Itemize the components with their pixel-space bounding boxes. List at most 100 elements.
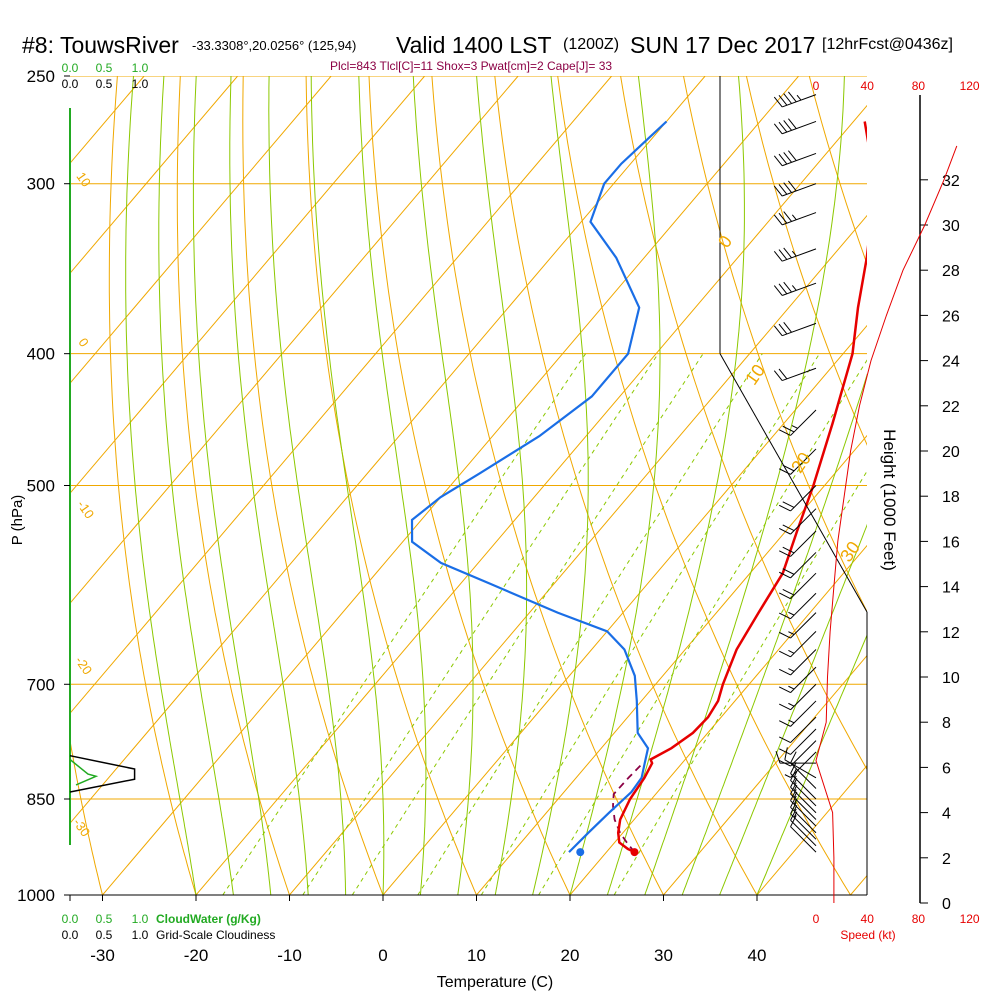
wind-barb-flag [783, 93, 792, 104]
wind-barb-flag [790, 795, 797, 808]
dry-adiabat-label: -10 [74, 497, 97, 521]
wind-barb-flag [783, 247, 792, 259]
wind-barb-staff [790, 728, 817, 755]
wind-barb-flag [778, 184, 788, 195]
mixing-ratio-line [538, 359, 867, 895]
height-tick-label: 2 [942, 851, 951, 868]
wind-barb-staff [790, 819, 817, 847]
wind-barb-staff [790, 740, 817, 767]
wind-barb [779, 572, 817, 600]
pressure-tick-label: 850 [27, 790, 55, 809]
cloud-water-trace [69, 758, 99, 786]
wind-barb [773, 281, 817, 296]
wind-barb-staff [790, 762, 817, 789]
wind-barb-flag [783, 211, 792, 222]
mixing-ratio-label: 20 [608, 899, 629, 919]
speed-tick-top: 40 [861, 79, 875, 93]
wind-barb-flag [782, 425, 795, 433]
wind-barb-flag [779, 429, 791, 436]
wind-barb-staff [790, 780, 817, 807]
mixing-ratio-label: 12 [532, 899, 553, 919]
pressure-tick-label: 1000 [17, 886, 55, 905]
cloud-water-tick-bottom: 0.0 [62, 912, 79, 926]
height-tick-label: 8 [942, 715, 951, 732]
cloud-water-tick-top: 1.0 [132, 61, 149, 75]
wind-barb-half [788, 668, 795, 672]
wind-barb [779, 716, 817, 744]
wind-barb-flag [782, 589, 795, 596]
wind-barb [775, 751, 816, 764]
wind-barb-half [788, 719, 795, 724]
wind-barb-flag [790, 808, 797, 821]
wind-barb-flag [790, 761, 797, 774]
wind-barb-staff [790, 773, 817, 800]
height-axis-title: Height (1000 Feet) [880, 429, 899, 571]
wind-barb-staff [790, 666, 817, 693]
wind-barb-flag [782, 546, 795, 554]
wind-barb-staff [790, 683, 817, 711]
height-tick-label: 4 [942, 806, 951, 823]
dry-adiabat-line [620, 76, 867, 771]
wind-barb-flag [778, 283, 788, 295]
isotherm-line [70, 76, 706, 825]
moist-adiabat-line [268, 76, 347, 895]
mixing-ratio-line [302, 353, 659, 895]
pressure-tick-label: 500 [27, 477, 55, 496]
cloud-water-label: CloudWater (g/Kg) [156, 912, 261, 926]
stability-indices: Plcl=843 Tlcl[C]=11 Shox=3 Pwat[cm]=2 Ca… [330, 59, 613, 73]
moist-adiabat-line [229, 76, 309, 895]
wind-barb-flag [778, 212, 788, 224]
dry-adiabat-line [557, 76, 852, 895]
wind-barb [779, 630, 817, 658]
speed-tick-bottom: 120 [960, 912, 980, 926]
wind-barb-staff [790, 793, 817, 820]
isotherm-line [102, 76, 800, 895]
height-tick-label: 30 [942, 218, 960, 235]
station-title: #8: TouwsRiver [22, 32, 179, 58]
height-tick-label: 14 [942, 580, 960, 597]
wind-barb-staff [790, 751, 817, 778]
wind-barb [773, 322, 817, 337]
cloud-water-tick-top: 0.0 [62, 61, 79, 75]
wind-barb-staff [782, 120, 817, 135]
speed-tick-bottom: 40 [861, 912, 875, 926]
wind-barb-staff [790, 826, 817, 853]
dry-adiabat-line [368, 76, 571, 895]
mixing-ratio-label: 5 [414, 902, 430, 917]
isotherm-line [289, 214, 867, 895]
wind-barb-flag [782, 568, 795, 575]
wind-barb-flag [783, 281, 792, 293]
station-coords: -33.3308°,20.0256° (125,94) [192, 38, 357, 53]
moist-adiabat-label: 20 [787, 449, 815, 477]
wind-barb-flag [782, 464, 795, 472]
wind-barb [779, 485, 817, 512]
wind-barb [779, 666, 817, 694]
pressure-tick-label: 400 [27, 345, 55, 364]
wind-barb-half [791, 285, 797, 291]
cloudiness-tick-top: 1.0 [132, 77, 149, 91]
wind-barb-half [791, 425, 798, 429]
wind-barb-staff [790, 485, 817, 512]
wind-barb-staff [790, 409, 817, 436]
forecast-date: SUN 17 Dec 2017 [630, 32, 816, 58]
dry-adiabat-line [242, 76, 384, 895]
wind-barb-half [788, 631, 795, 635]
pressure-tick-label: 250 [27, 67, 55, 86]
wind-barb [773, 91, 817, 108]
wind-barb [773, 150, 817, 167]
wind-barb-half [791, 250, 797, 257]
cloud-water-tick-top: 0.5 [96, 61, 113, 75]
parcel-trace [612, 762, 644, 853]
wind-barb [773, 118, 817, 135]
height-tick-label: 28 [942, 263, 960, 280]
frame-diagonal [719, 353, 868, 613]
wind-barb-staff [782, 152, 817, 167]
wind-barb-flag [778, 249, 788, 260]
wind-barb [779, 612, 817, 639]
speed-profile [815, 145, 958, 903]
wind-barb-staff [790, 552, 817, 579]
wind-barb-flag [779, 748, 791, 755]
height-tick-label: 18 [942, 489, 960, 506]
wind-barb [790, 802, 817, 840]
wind-barb-staff [790, 592, 817, 620]
